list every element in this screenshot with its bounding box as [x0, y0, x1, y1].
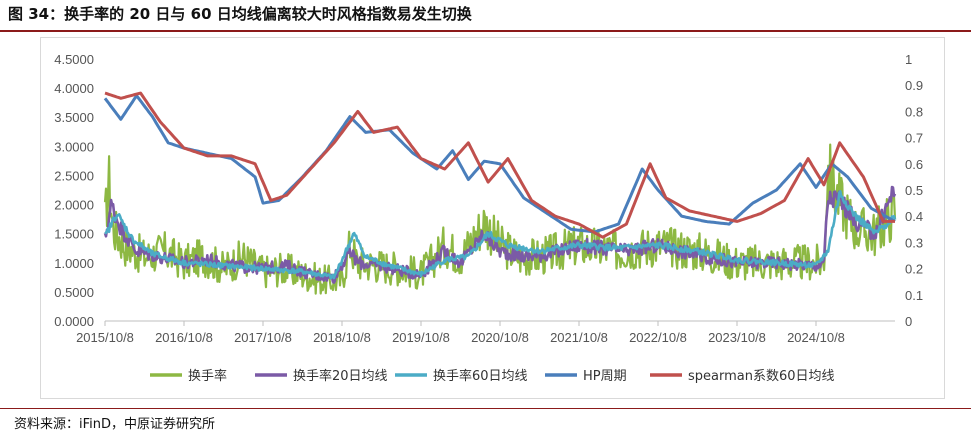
x-tick-label: 2021/10/8	[550, 330, 608, 345]
y-left-tick-label: 4.5000	[54, 52, 94, 67]
title-divider	[0, 30, 971, 32]
legend-label: 换手率60日均线	[433, 368, 528, 384]
x-tick-label: 2019/10/8	[392, 330, 450, 345]
y-right-tick-label: 0.7	[905, 131, 923, 146]
y-left-tick-label: 3.5000	[54, 110, 94, 125]
x-tick-label: 2016/10/8	[155, 330, 213, 345]
y-right-tick-label: 0.3	[905, 235, 923, 250]
y-left-tick-label: 2.5000	[54, 168, 94, 183]
legend-label: spearman系数60日均线	[688, 369, 835, 384]
source-divider	[0, 408, 971, 409]
y-right-tick-label: 0.2	[905, 262, 923, 277]
y-right-tick-label: 0	[905, 314, 912, 329]
y-right-tick-label: 1	[905, 52, 912, 67]
x-tick-label: 2022/10/8	[629, 330, 687, 345]
series-line-2	[104, 190, 897, 280]
y-right-tick-label: 0.9	[905, 78, 923, 93]
x-tick-label: 2023/10/8	[708, 330, 766, 345]
chart-frame	[40, 37, 945, 399]
source-note: 资料来源：iFinD，中原证券研究所	[14, 417, 216, 432]
series-line-4	[104, 91, 895, 239]
y-left-tick-label: 1.5000	[54, 227, 94, 242]
y-left-tick-label: 1.0000	[54, 256, 94, 271]
x-tick-label: 2017/10/8	[234, 330, 292, 345]
legend-label: 换手率	[188, 368, 227, 384]
figure-title: 图 34：换手率的 20 日与 60 日均线偏离较大时风格指数易发生切换	[8, 5, 472, 23]
y-right-tick-label: 0.8	[905, 104, 923, 119]
x-tick-label: 2018/10/8	[313, 330, 371, 345]
y-left-tick-label: 0.5000	[54, 285, 94, 300]
y-right-tick-label: 0.5	[905, 183, 923, 198]
y-left-tick-label: 4.0000	[54, 81, 94, 96]
y-left-tick-label: 3.0000	[54, 139, 94, 154]
y-right-tick-label: 0.1	[905, 288, 923, 303]
series-line-1	[103, 185, 897, 284]
x-tick-label: 2020/10/8	[471, 330, 529, 345]
legend-label: 换手率20日均线	[293, 368, 388, 384]
y-left-tick-label: 2.0000	[54, 198, 94, 213]
line-chart: 2015/10/8 2016/10/8 2017/10/8 2018/10/8 2019…	[54, 52, 923, 384]
series-line-3	[103, 94, 896, 234]
x-tick-label: 2015/10/8	[76, 330, 134, 345]
y-left-tick-label: 0.0000	[54, 314, 94, 329]
x-tick-label: 2024/10/8	[787, 330, 845, 345]
y-right-tick-label: 0.6	[905, 157, 923, 172]
y-right-tick-label: 0.4	[905, 209, 923, 224]
legend-label: HP周期	[583, 369, 627, 384]
